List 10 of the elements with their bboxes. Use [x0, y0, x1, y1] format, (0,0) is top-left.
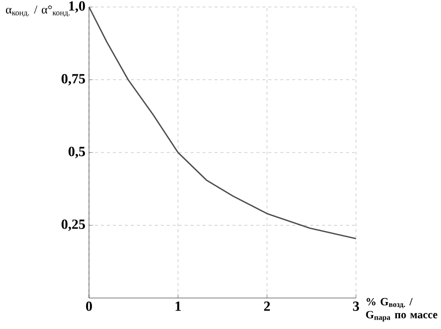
y-axis-title: α$_{конд.}$ / α°$_{конд.}$	[6, 6, 70, 17]
x-tick-label: 3	[353, 302, 360, 311]
y-tick-label: 1,0	[69, 1, 85, 13]
y-tick-label: 0,5	[68, 146, 85, 158]
x-tick-label: 2	[264, 302, 270, 311]
x-tick-label: 1	[176, 302, 181, 311]
y-tick-label: 0,75	[62, 74, 85, 86]
text: % G$_{возд.}$ / G$_{пара}$ по массе	[366, 298, 438, 322]
x-tick-label: 0	[86, 302, 92, 311]
y-tick-label: 0,25	[62, 220, 85, 231]
